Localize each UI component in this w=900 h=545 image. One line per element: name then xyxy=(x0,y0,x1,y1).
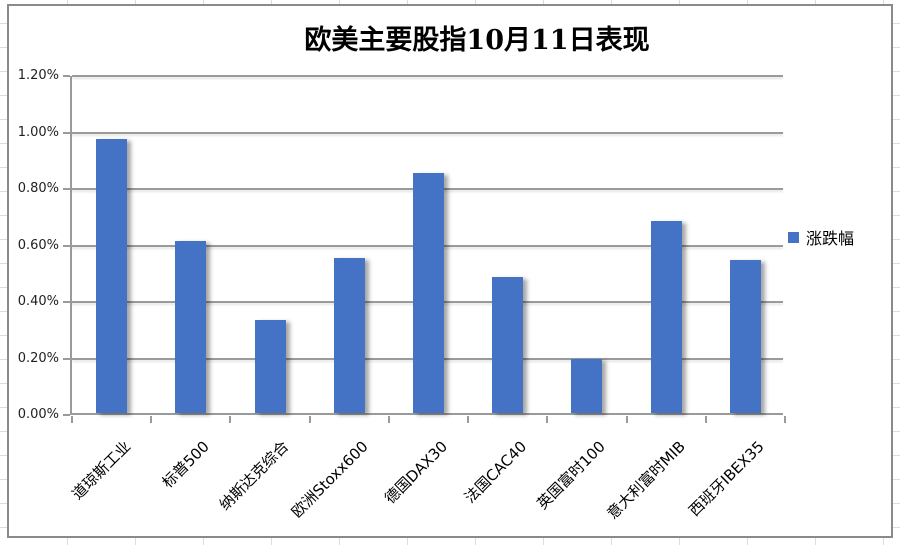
x-category-label: 德国DAX30 xyxy=(380,437,451,508)
y-axis-tick xyxy=(63,357,70,360)
x-category-label: 英国富时100 xyxy=(533,437,610,513)
bar xyxy=(571,359,603,413)
y-tick-label: 0.80% xyxy=(17,181,59,196)
legend-swatch-icon xyxy=(788,231,799,243)
x-axis-tick xyxy=(704,416,707,423)
gridline xyxy=(72,131,783,134)
x-axis-tick xyxy=(784,416,786,423)
y-axis-tick xyxy=(63,244,70,247)
bar xyxy=(254,319,286,413)
x-category-label: 道琼斯工业 xyxy=(67,437,134,504)
legend: 涨跌幅 xyxy=(788,225,854,249)
x-axis-tick xyxy=(229,416,232,423)
bar xyxy=(413,172,444,413)
y-axis-tick xyxy=(63,75,70,77)
y-axis-tick xyxy=(63,414,70,416)
x-axis-tick xyxy=(387,416,390,423)
x-category-label: 法国CAC40 xyxy=(460,437,530,507)
bar xyxy=(492,277,524,413)
x-axis-tick xyxy=(150,416,153,423)
plot-area: 0.00% 0.20% 0.40% 0.60% 0.80% 1.00% 1.20% 道琼斯工业… xyxy=(18,68,786,523)
x-axis-tick xyxy=(71,416,73,423)
y-axis-tick xyxy=(63,131,70,134)
x-axis-tick xyxy=(467,416,470,423)
bar xyxy=(96,138,128,413)
gridline xyxy=(72,75,783,77)
y-tick-label: 1.20% xyxy=(17,68,59,83)
y-tick-label: 0.40% xyxy=(17,294,59,309)
x-category-label: 西班牙IBEX35 xyxy=(685,437,768,520)
x-category-label: 纳斯达克综合 xyxy=(215,437,293,514)
legend-label: 涨跌幅 xyxy=(806,229,855,248)
x-category-label: 标普500 xyxy=(158,437,213,492)
bar xyxy=(650,220,682,413)
y-tick-label: 0.00% xyxy=(17,407,59,422)
x-axis-tick xyxy=(546,416,549,423)
bar xyxy=(729,260,761,413)
x-category-label: 欧洲Stoxx600 xyxy=(287,437,372,522)
chart-object[interactable]: 欧美主要股指10月11日表现 0.00% 0.20% 0.40% 0.60% 0.80%… xyxy=(7,4,893,538)
x-axis-tick xyxy=(625,416,628,423)
y-tick-label: 0.20% xyxy=(17,350,59,366)
chart-title: 欧美主要股指10月11日表现 xyxy=(304,25,650,56)
y-axis-tick xyxy=(63,301,70,303)
x-axis-tick xyxy=(308,416,311,423)
bar xyxy=(175,240,207,413)
y-tick-label: 1.00% xyxy=(17,124,59,140)
y-axis-tick xyxy=(63,188,70,190)
y-tick-label: 0.60% xyxy=(17,237,59,253)
x-category-label: 意大利富时MIB xyxy=(602,437,689,523)
bar xyxy=(333,257,365,413)
